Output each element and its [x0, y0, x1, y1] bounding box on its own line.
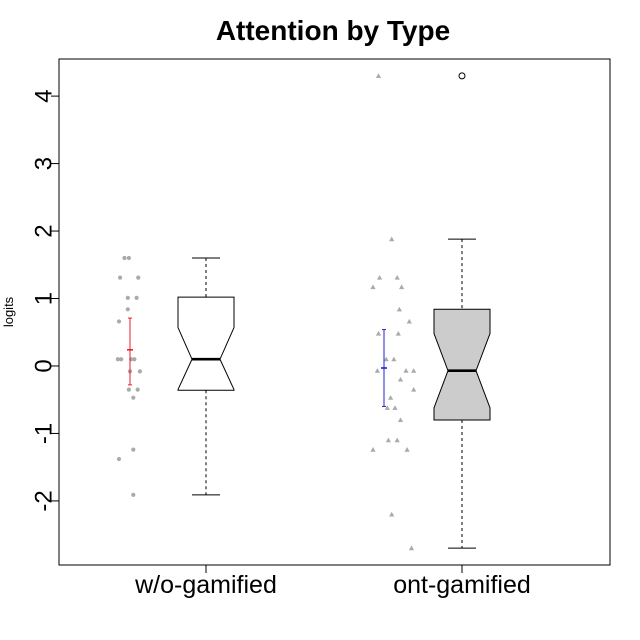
x-tick-label: w/o-gamified [134, 571, 277, 599]
data-point [118, 275, 123, 280]
data-point [370, 447, 376, 452]
data-point [394, 437, 400, 443]
group-1 [115, 255, 235, 497]
data-point [377, 274, 383, 280]
data-point [131, 447, 136, 452]
data-point [115, 357, 120, 362]
data-point [396, 306, 402, 312]
data-point [394, 274, 400, 280]
data-point [392, 405, 398, 410]
data-point [136, 275, 141, 280]
x-tick-label: ont-gamified [393, 571, 531, 599]
data-point [137, 369, 142, 374]
data-point [126, 255, 131, 261]
data-point [131, 395, 136, 400]
data-point [126, 387, 131, 392]
data-point [397, 376, 404, 382]
y-axis-label: logits [1, 296, 16, 327]
data-point [389, 511, 395, 517]
groups-layer [115, 72, 491, 551]
data-point [404, 447, 410, 452]
y-tick-label: 4 [30, 89, 57, 102]
data-point [131, 492, 136, 497]
data-point [132, 357, 137, 362]
y-tick-label: -2 [30, 490, 57, 511]
data-point [403, 368, 409, 373]
data-point [375, 330, 382, 336]
chart-title: Attention by Type [216, 15, 450, 46]
data-point [134, 295, 139, 300]
data-point [383, 356, 389, 362]
data-point [388, 395, 394, 400]
data-point [116, 456, 122, 462]
data-point [395, 330, 401, 336]
notched-box [177, 296, 235, 391]
data-point [385, 437, 391, 443]
outlier-point [458, 72, 466, 80]
data-point [122, 255, 127, 261]
notched-box [433, 308, 491, 421]
data-point [399, 284, 405, 290]
data-point [119, 357, 124, 362]
y-axis: -2 -1 0 1 2 3 4 [30, 89, 59, 512]
data-point [125, 295, 130, 300]
data-point [125, 307, 130, 312]
data-point [411, 368, 417, 373]
data-point [370, 284, 376, 290]
data-point [374, 368, 380, 373]
y-tick-label: 3 [30, 157, 57, 170]
data-point [408, 545, 415, 551]
data-point [116, 319, 122, 324]
data-point [384, 405, 390, 410]
data-point [397, 417, 404, 423]
y-tick-label: 0 [30, 359, 57, 372]
group-2 [370, 72, 491, 551]
plot-area-frame [58, 58, 611, 566]
data-point [391, 356, 397, 362]
y-tick-label: -1 [30, 423, 57, 444]
y-tick-label: 2 [30, 224, 57, 237]
data-point [389, 236, 395, 242]
data-point [375, 73, 382, 78]
data-point [135, 387, 140, 392]
data-point [406, 318, 412, 324]
data-point [411, 386, 417, 392]
y-tick-label: 1 [30, 292, 57, 305]
x-axis: w/o-gamified ont-gamified [134, 565, 531, 599]
